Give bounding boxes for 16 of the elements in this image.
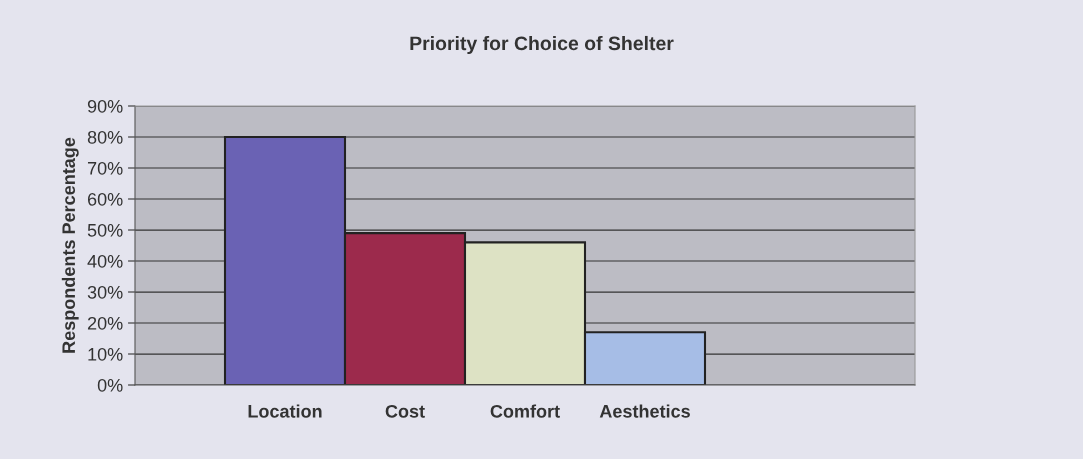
y-tick-label: 30%: [87, 285, 123, 299]
y-tick-label: 50%: [87, 223, 123, 237]
y-tick-label: 70%: [87, 161, 123, 175]
x-tick-label: Location: [248, 404, 322, 418]
y-axis-title: Respondents Percentage: [61, 137, 79, 353]
chart-title: Priority for Choice of Shelter: [410, 35, 674, 55]
x-tick-label: Aesthetics: [599, 404, 690, 418]
y-tick-label: 40%: [87, 254, 123, 268]
y-tick-label: 80%: [87, 130, 123, 144]
y-tick-label: 10%: [88, 347, 123, 361]
y-tick-label: 0%: [97, 378, 123, 392]
y-tick-label: 20%: [87, 316, 123, 330]
x-tick-label: Comfort: [490, 404, 560, 418]
y-tick-label: 60%: [87, 192, 123, 206]
y-tick-label: 90%: [87, 99, 123, 113]
x-tick-label: Cost: [385, 404, 425, 418]
